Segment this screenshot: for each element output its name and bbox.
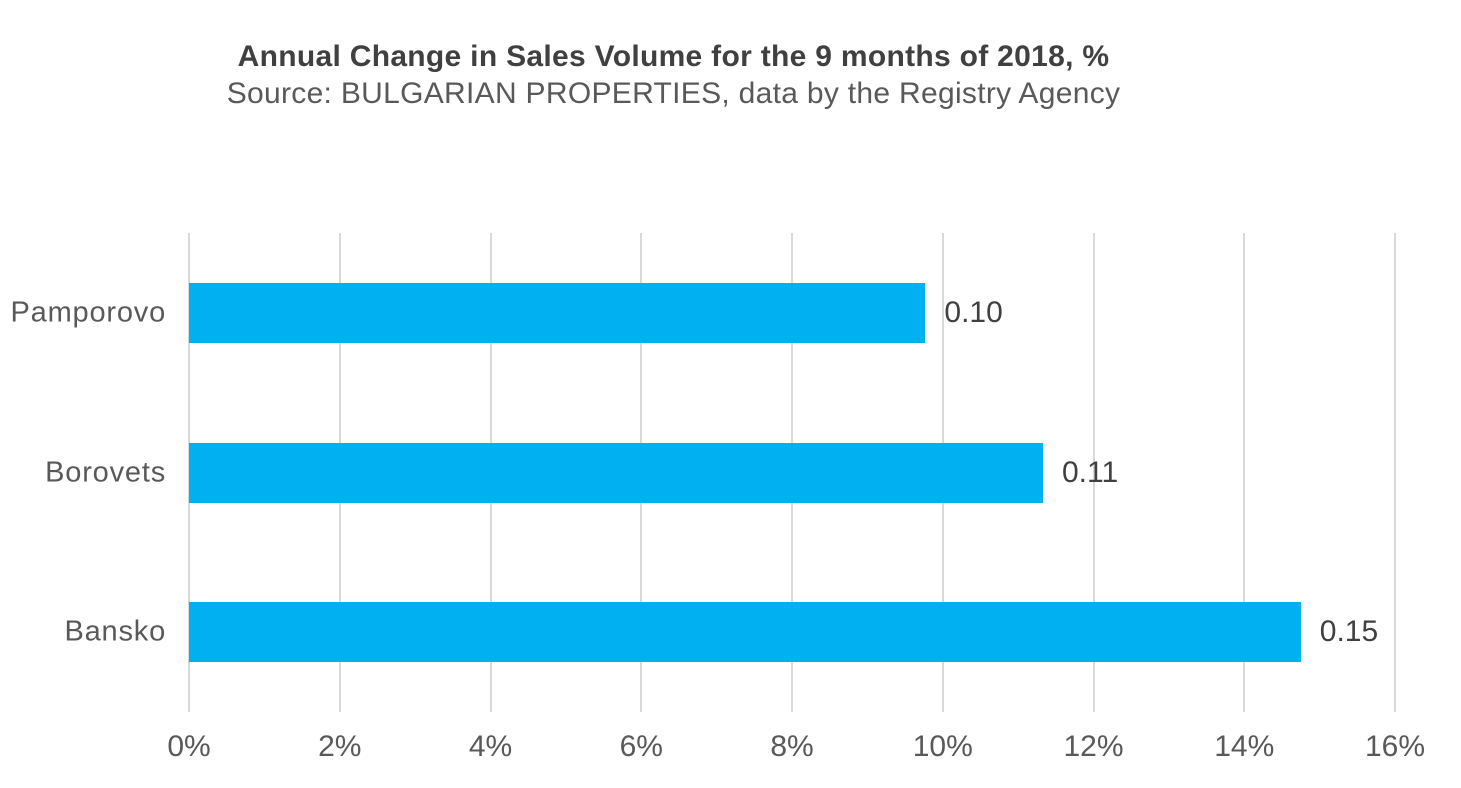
gridline: [1243, 233, 1246, 712]
x-tick-label: 8%: [770, 730, 814, 763]
x-tick-label: 14%: [1214, 730, 1275, 763]
gridline: [1092, 233, 1095, 712]
x-tick-label: 0%: [167, 730, 211, 763]
bar: [189, 442, 1043, 503]
category-label: Bansko: [64, 615, 166, 648]
gridline: [1394, 233, 1396, 712]
category-label: Pamporovo: [10, 296, 166, 329]
x-tick-label: 10%: [912, 730, 973, 763]
data-label: 0.11: [1061, 455, 1119, 489]
x-tick-label: 12%: [1063, 730, 1124, 763]
x-tick-label: 2%: [318, 730, 362, 763]
data-label: 0.10: [944, 295, 1003, 329]
category-axis: Pamporovo Borovets Bansko: [0, 233, 166, 712]
chart-title: Annual Change in Sales Volume for the 9 …: [237, 40, 1110, 73]
chart-header: Annual Change in Sales Volume for the 9 …: [0, 38, 1347, 112]
chart-subtitle: Source: BULGARIAN PROPERTIES, data by th…: [226, 77, 1121, 110]
x-axis: 0% 2% 4% 6% 8% 10% 12% 14% 16%: [167, 712, 1425, 782]
x-tick-label: 6%: [619, 730, 663, 763]
x-tick-label: 4%: [468, 730, 513, 763]
bar: [189, 602, 1301, 663]
category-label: Borovets: [45, 456, 166, 488]
data-label: 0.15: [1319, 615, 1379, 649]
bar: [189, 282, 926, 343]
plot-area: 0.10 0.11 0.15: [188, 233, 1396, 712]
x-tick-label: 16%: [1364, 730, 1426, 763]
